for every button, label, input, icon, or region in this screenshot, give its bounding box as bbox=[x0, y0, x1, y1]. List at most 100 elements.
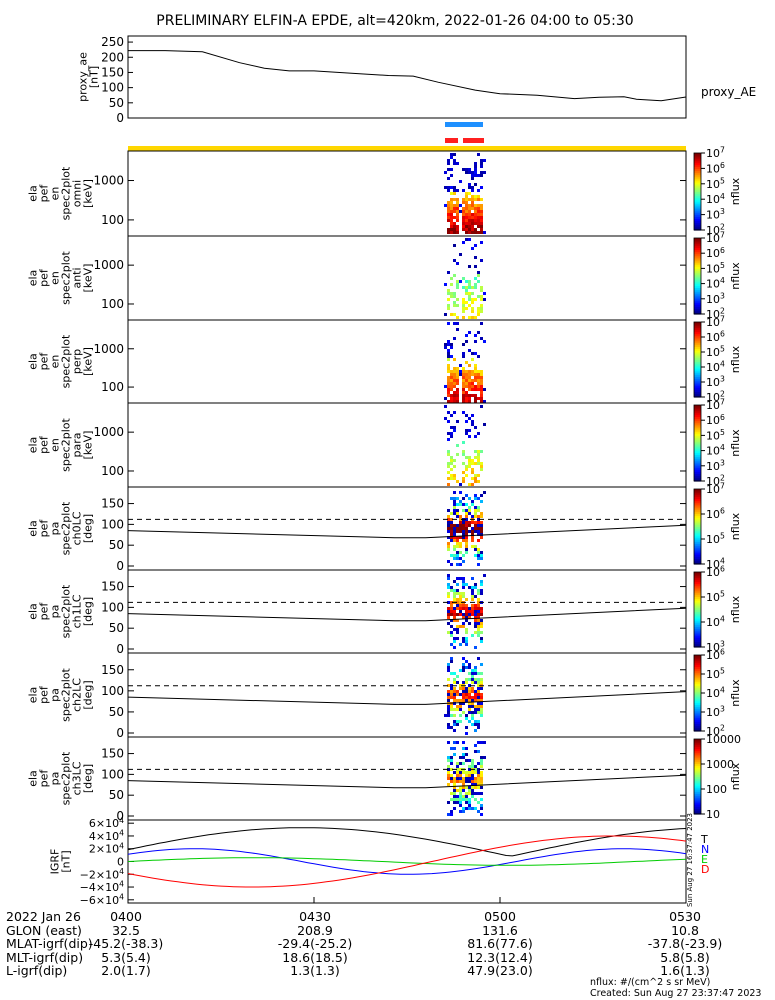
pa-pixel bbox=[453, 646, 456, 649]
colorbar-cell bbox=[694, 645, 701, 648]
colorbar-cell bbox=[694, 393, 701, 396]
spectrogram-pixel bbox=[465, 228, 468, 231]
pa-pixel bbox=[471, 723, 474, 726]
colorbar-cell bbox=[694, 312, 701, 315]
pa-pixel bbox=[474, 681, 477, 684]
pa-pixel bbox=[450, 512, 453, 515]
pa-pixel bbox=[456, 598, 459, 601]
pa-pixel bbox=[477, 699, 480, 702]
colorbar-cell bbox=[694, 780, 701, 783]
pa-pixel bbox=[465, 518, 468, 521]
colorbar-cell bbox=[694, 708, 701, 711]
pa-pixel bbox=[477, 657, 480, 660]
colorbar-cell bbox=[694, 272, 701, 275]
spectrogram-pixel bbox=[453, 397, 456, 400]
igrf-legend-N: N bbox=[701, 843, 709, 856]
spectrogram-pixel bbox=[480, 370, 483, 373]
pa-pixel bbox=[477, 604, 480, 607]
ytick-label: 200 bbox=[101, 50, 124, 64]
pa-pixel bbox=[459, 693, 462, 696]
pa-pixel bbox=[453, 533, 456, 536]
spectrogram-pixel bbox=[456, 382, 459, 385]
pa-pixel bbox=[450, 774, 453, 777]
pa-pixel bbox=[477, 518, 480, 521]
pa-pixel bbox=[480, 783, 483, 786]
spectrogram-pixel bbox=[468, 388, 471, 391]
loss-cone-line bbox=[127, 691, 687, 705]
pa-pixel bbox=[462, 795, 465, 798]
spectrogram-pixel bbox=[450, 216, 453, 219]
pa-pixel bbox=[468, 497, 471, 500]
colorbar-cell bbox=[694, 276, 701, 279]
pa-pixel bbox=[465, 780, 468, 783]
spectrogram-pixel bbox=[468, 456, 471, 459]
igrf-line-E bbox=[127, 857, 687, 866]
spectrogram-pixel bbox=[462, 370, 465, 373]
colorbar-label-pa-0: nflux bbox=[729, 512, 742, 540]
spectrogram-pixel bbox=[474, 207, 477, 210]
spectrogram-pixel bbox=[450, 468, 453, 471]
pa-pixel bbox=[462, 810, 465, 813]
ylabel-line: [deg] bbox=[82, 764, 95, 793]
pa-pixel bbox=[471, 515, 474, 518]
spectrogram-pixel bbox=[480, 304, 483, 307]
colorbar-energy-3 bbox=[693, 404, 702, 482]
spectrogram-pixel bbox=[447, 307, 450, 310]
spectrogram-pixel bbox=[465, 213, 468, 216]
spectrogram-pixel bbox=[453, 477, 456, 480]
colorbar-cell bbox=[694, 283, 701, 287]
spectrogram-pixel bbox=[480, 171, 483, 174]
spectrogram-pixel bbox=[450, 292, 453, 295]
colorbar-cell bbox=[694, 752, 701, 755]
pa-pixel bbox=[459, 768, 462, 771]
pa-pixel bbox=[456, 515, 459, 518]
pa-pixel bbox=[480, 687, 483, 690]
pa-pixel bbox=[459, 577, 462, 580]
spectrogram-pixel bbox=[468, 373, 471, 376]
pa-pixel bbox=[450, 777, 453, 780]
pa-pixel bbox=[477, 693, 480, 696]
spectrogram-pixel bbox=[465, 361, 468, 364]
spectrogram-pixel bbox=[468, 400, 471, 403]
spectrogram-pixel bbox=[477, 456, 480, 459]
spectrogram-pixel bbox=[471, 186, 474, 189]
spectrogram-pixel bbox=[447, 391, 450, 394]
pa-pixel bbox=[459, 563, 462, 566]
spectrogram-pixel bbox=[480, 307, 483, 310]
pa-pixel bbox=[447, 583, 450, 586]
pa-pixel bbox=[450, 792, 453, 795]
pa-pixel bbox=[477, 631, 480, 634]
ylabel-line: ela bbox=[27, 603, 40, 620]
colorbar-cell bbox=[694, 509, 701, 513]
pa-pixel bbox=[471, 669, 474, 672]
pa-pixel bbox=[477, 551, 480, 554]
colorbar-pa-3 bbox=[693, 738, 702, 815]
colorbar-cell bbox=[694, 800, 701, 804]
spectrogram-pixel bbox=[462, 277, 465, 280]
spectrogram-pixel bbox=[456, 201, 459, 204]
colorbar-cell bbox=[694, 346, 701, 349]
pa-pixel bbox=[468, 666, 471, 669]
colorbar-cell bbox=[694, 812, 701, 815]
colorbar-cell bbox=[694, 473, 701, 476]
spectrogram-pixel bbox=[447, 453, 450, 456]
pa-pixel bbox=[465, 539, 468, 542]
pa-pixel bbox=[477, 690, 480, 693]
pa-pixel bbox=[477, 613, 480, 616]
pa-pixel bbox=[459, 756, 462, 759]
colorbar-tick-label: 104 bbox=[706, 686, 725, 700]
pa-pixel bbox=[474, 783, 477, 786]
pa-pixel bbox=[459, 786, 462, 789]
pa-pixel bbox=[477, 810, 480, 813]
spectrogram-pixel bbox=[477, 379, 480, 382]
spectrogram-pixel bbox=[471, 423, 474, 426]
colorbar-cell bbox=[694, 391, 701, 394]
ytick-label: −4×104 bbox=[80, 880, 124, 894]
spectrogram-pixel bbox=[468, 283, 471, 286]
spectrogram-pixel bbox=[471, 195, 474, 198]
pa-pixel bbox=[459, 702, 462, 705]
pa-pixel bbox=[465, 640, 468, 643]
spectrogram-pixel bbox=[444, 283, 447, 286]
pa-pixel bbox=[462, 753, 465, 756]
